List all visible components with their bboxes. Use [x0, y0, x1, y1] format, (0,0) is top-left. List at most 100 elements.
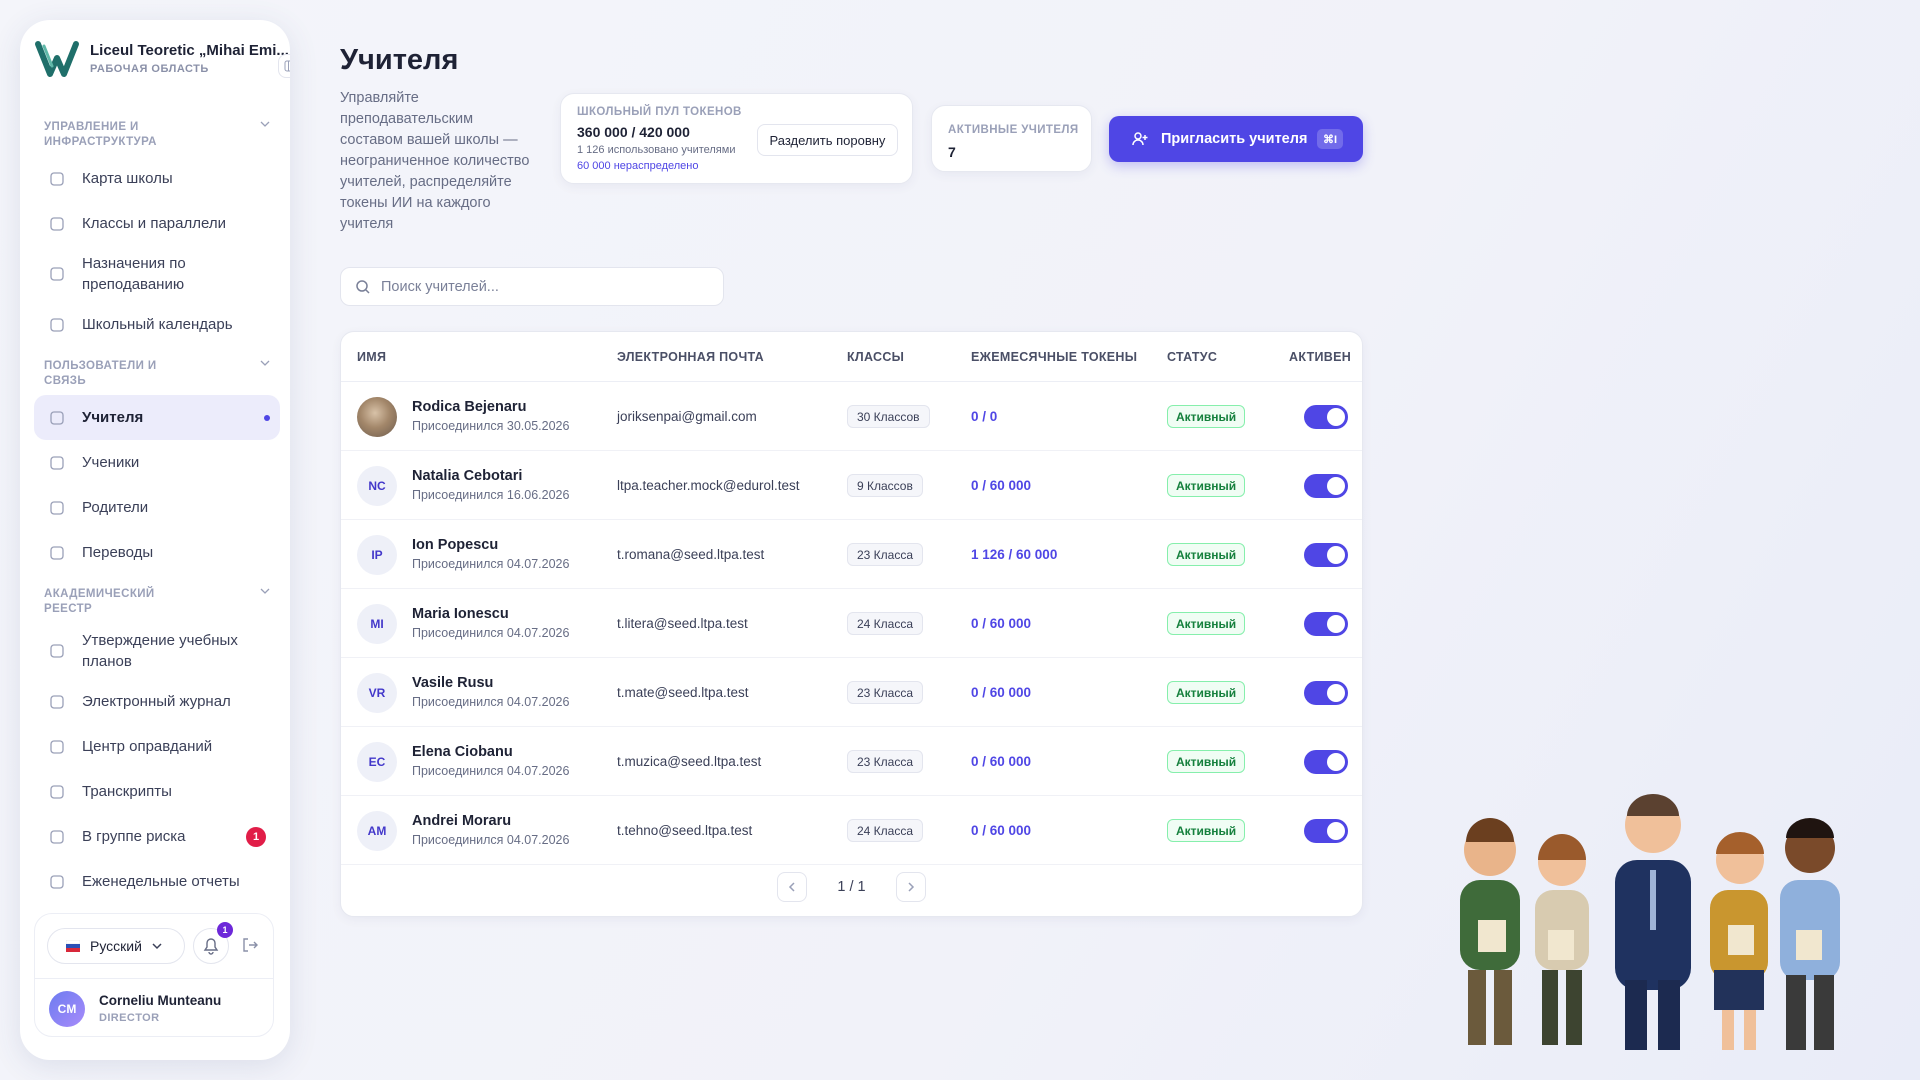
nav-icon: [50, 455, 64, 470]
teacher-name: Vasile Rusu: [412, 675, 494, 691]
nav-section[interactable]: ПОЛЬЗОВАТЕЛИ И СВЯЗЬ: [34, 353, 280, 395]
nav-item[interactable]: Ученики: [34, 440, 280, 485]
teacher-row[interactable]: NC Natalia Cebotari Присоединился 16.06.20…: [341, 451, 1362, 520]
column-header: ИМЯ: [357, 350, 387, 364]
token-pool-card: ШКОЛЬНЫЙ ПУЛ ТОКЕНОВ 360 000 / 420 000 1…: [560, 93, 913, 184]
avatar: EC: [357, 742, 397, 782]
classes-chip: 30 Классов: [847, 405, 930, 428]
nav-item[interactable]: Еженедельные отчеты: [34, 859, 280, 904]
active-teachers-card: АКТИВНЫЕ УЧИТЕЛЯ 7: [931, 105, 1092, 172]
monthly-tokens: 0 / 60 000: [971, 823, 1032, 838]
user-role: DIRECTOR: [99, 1012, 160, 1024]
avatar: VR: [357, 673, 397, 713]
status-chip: Активный: [1167, 474, 1246, 497]
nav-item[interactable]: Центр оправданий: [34, 724, 280, 769]
page-title: Учителя: [340, 44, 459, 76]
monthly-tokens: 0 / 60 000: [971, 478, 1032, 493]
language-select[interactable]: Русский: [47, 928, 185, 964]
active-toggle[interactable]: [1304, 681, 1348, 705]
email: t.romana@seed.ltpa.test: [617, 547, 765, 562]
joined-date: Присоединился 04.07.2026: [412, 764, 570, 778]
nav-section-label: ПОЛЬЗОВАТЕЛИ И СВЯЗЬ: [44, 360, 157, 387]
active-toggle[interactable]: [1304, 543, 1348, 567]
active-toggle[interactable]: [1304, 819, 1348, 843]
nav-item[interactable]: В группе риска 1: [34, 814, 280, 859]
nav-badge: 1: [246, 826, 266, 847]
nav-section[interactable]: АКАДЕМИЧЕСКИЙ РЕЕСТР: [34, 581, 280, 623]
toggle-knob: [1327, 615, 1345, 633]
active-toggle[interactable]: [1304, 750, 1348, 774]
classes-chip: 23 Класса: [847, 543, 924, 566]
sidebar: Liceul Teoretic „Mihai Emi... РАБОЧАЯ ОБ…: [20, 20, 290, 1060]
nav-item-label: Карта школы: [82, 170, 173, 187]
token-pool-used: 1 126 использовано учителями: [577, 144, 736, 156]
column-header: ЭЛЕКТРОННАЯ ПОЧТА: [617, 350, 765, 364]
nav-item[interactable]: Переводы: [34, 530, 280, 575]
nav-icon: [50, 267, 64, 281]
monthly-tokens: 1 126 / 60 000: [971, 547, 1058, 562]
search-input[interactable]: Поиск учителей...: [340, 267, 724, 306]
teacher-row[interactable]: IP Ion Popescu Присоединился 04.07.2026 t.r…: [341, 520, 1362, 589]
next-page[interactable]: [895, 872, 926, 902]
toggle-knob: [1327, 408, 1345, 426]
split-button[interactable]: Разделить поровну: [757, 124, 898, 156]
column-header: АКТИВЕН: [1289, 350, 1352, 364]
nav-item-label: Ученики: [82, 454, 140, 471]
classes-chip: 24 Класса: [847, 819, 924, 842]
nav-icon: [50, 644, 64, 658]
nav-item[interactable]: Утверждение учебных планов: [34, 623, 280, 679]
nav-icon: [50, 874, 64, 889]
classes-chip: 23 Класса: [847, 750, 924, 773]
teacher-row[interactable]: VR Vasile Rusu Присоединился 04.07.2026 t.m…: [341, 658, 1362, 727]
nav-item[interactable]: Назначения по преподаванию: [34, 246, 280, 302]
nav-section[interactable]: УПРАВЛЕНИЕ И ИНФРАСТРУКТУРА: [34, 114, 280, 156]
prev-page[interactable]: [777, 872, 808, 902]
email: t.muzica@seed.ltpa.test: [617, 754, 762, 769]
user-name: Corneliu Munteanu: [99, 993, 222, 1008]
teacher-row[interactable]: AM Andrei Moraru Присоединился 04.07.2026 t…: [341, 796, 1362, 865]
teacher-name: Andrei Moraru: [412, 813, 512, 829]
teacher-row[interactable]: Rodica Bejenaru Присоединился 30.05.2026 j…: [341, 382, 1362, 451]
nav-item[interactable]: Классы и параллели: [34, 201, 280, 246]
token-pool-value: 360 000 / 420 000: [577, 124, 690, 140]
joined-date: Присоединился 04.07.2026: [412, 833, 570, 847]
nav-item[interactable]: Транскрипты: [34, 769, 280, 814]
active-toggle[interactable]: [1304, 405, 1348, 429]
joined-date: Присоединился 16.06.2026: [412, 488, 570, 502]
search-placeholder: Поиск учителей...: [381, 278, 499, 295]
active-toggle[interactable]: [1304, 612, 1348, 636]
nav-item[interactable]: Электронный журнал: [34, 679, 280, 724]
teacher-name: Maria Ionescu: [412, 606, 509, 622]
teacher-row[interactable]: EC Elena Ciobanu Присоединился 04.07.2026 t…: [341, 727, 1362, 796]
classes-chip: 9 Классов: [847, 474, 923, 497]
joined-date: Присоединился 04.07.2026: [412, 626, 570, 640]
avatar-photo: [357, 397, 397, 437]
joined-date: Присоединился 04.07.2026: [412, 557, 570, 571]
nav-item[interactable]: Карта школы: [34, 156, 280, 201]
monthly-tokens: 0 / 60 000: [971, 754, 1032, 769]
active-toggle[interactable]: [1304, 474, 1348, 498]
notifications[interactable]: [193, 928, 229, 964]
toggle-knob: [1327, 546, 1345, 564]
classes-chip: 23 Класса: [847, 681, 924, 704]
nav-item-label: Переводы: [82, 544, 154, 561]
email: t.tehno@seed.ltpa.test: [617, 823, 753, 838]
chevron: [260, 588, 270, 594]
nav-icon: [50, 216, 64, 231]
monthly-tokens: 0 / 60 000: [971, 685, 1032, 700]
collapse-button[interactable]: [278, 54, 290, 78]
nav-item[interactable]: Школьный календарь: [34, 302, 280, 347]
nav-item[interactable]: Родители: [34, 485, 280, 530]
logo: [35, 41, 79, 77]
toggle-knob: [1327, 477, 1345, 495]
nav-item[interactable]: Учителя: [34, 395, 280, 440]
teacher-row[interactable]: MI Maria Ionescu Присоединился 04.07.2026 t…: [341, 589, 1362, 658]
token-pool-unallocated: 60 000 нераспределено: [577, 160, 699, 172]
joined-date: Присоединился 30.05.2026: [412, 419, 570, 433]
logout[interactable]: [241, 936, 259, 954]
illustration: [1460, 794, 1840, 1050]
invite-button[interactable]: Пригласить учителя ⌘I: [1109, 116, 1363, 162]
status-chip: Активный: [1167, 750, 1246, 773]
nav-icon: [50, 317, 64, 332]
status-chip: Активный: [1167, 405, 1246, 428]
